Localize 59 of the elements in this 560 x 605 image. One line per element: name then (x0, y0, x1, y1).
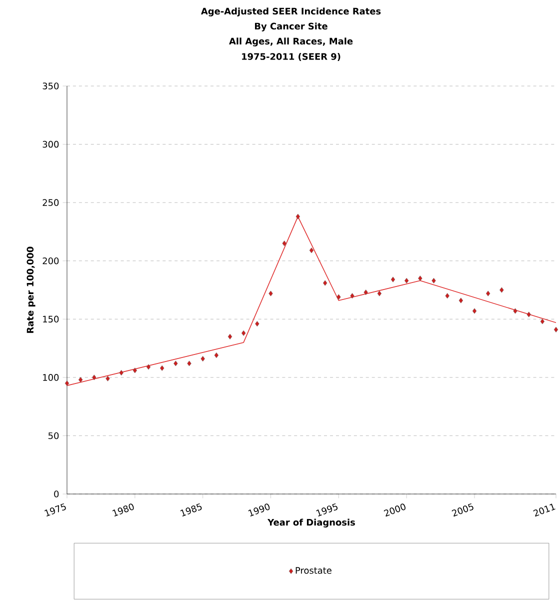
point (364, 290, 368, 296)
point (241, 330, 246, 336)
x-axis-title: Year of Diagnosis (267, 518, 355, 528)
text: All Ages, All Races, Male (228, 38, 352, 46)
point (458, 298, 463, 304)
point (390, 276, 395, 282)
point (336, 294, 341, 300)
x-tick-label: 1975 (44, 503, 66, 516)
point (350, 293, 354, 299)
point (418, 276, 422, 282)
y-tick-label: 150 (42, 316, 58, 323)
chart-title: Age-Adjusted SEER Incidence Rates (200, 8, 380, 16)
point (200, 356, 205, 362)
point (173, 360, 178, 366)
point (132, 368, 137, 374)
point (214, 352, 218, 358)
y-axis-title: Rate per 100,000 (26, 246, 36, 333)
y-tick-label: 200 (42, 257, 58, 264)
point (377, 290, 382, 296)
x-tick-label: 2000 (384, 504, 406, 517)
point (540, 318, 544, 324)
point (92, 374, 96, 380)
y-tick-label: 250 (42, 199, 58, 206)
chart-subtitle: By Cancer Site (254, 22, 328, 32)
x-tick-label: 1985 (180, 503, 202, 516)
legend-label: Prostate (296, 567, 332, 574)
point (526, 312, 531, 318)
point (404, 278, 408, 284)
point (472, 308, 476, 314)
point (296, 214, 300, 220)
x-tick-label: 2011 (533, 504, 556, 517)
point (445, 293, 450, 299)
point (105, 376, 110, 382)
point (78, 377, 82, 382)
point (268, 290, 273, 296)
point (146, 364, 150, 370)
point (512, 308, 518, 314)
x-tick-label: 2005 (452, 503, 474, 517)
x-tick-label: 1990 (248, 504, 270, 516)
y-tick-label: 100 (42, 374, 58, 381)
point (499, 287, 504, 293)
point (160, 365, 164, 371)
point (282, 240, 286, 246)
y-tick-label: 0 (54, 490, 58, 498)
y-tick-label: 350 (42, 82, 58, 90)
point (64, 380, 69, 386)
y-tick-label: 300 (42, 140, 58, 148)
point (119, 370, 124, 376)
x-tick-label: 1995 (316, 503, 338, 516)
point (322, 280, 327, 286)
point (431, 278, 436, 284)
point (254, 321, 260, 327)
point (486, 290, 490, 296)
y-tick-label: 50 (48, 432, 58, 440)
text: 1975-2011 (SEER 9) (242, 52, 340, 61)
point (186, 360, 192, 366)
x-tick-label: 1980 (112, 504, 134, 516)
point (228, 334, 232, 340)
point (309, 248, 314, 254)
